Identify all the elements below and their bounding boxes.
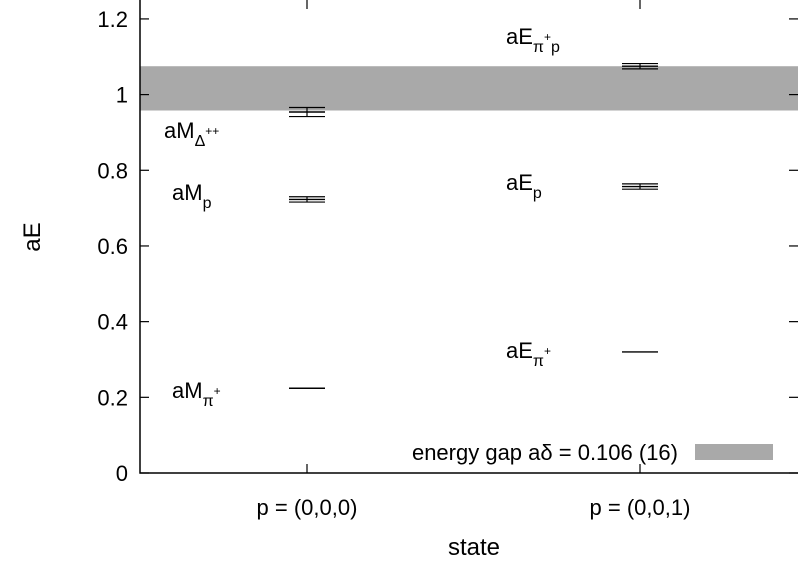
y-tick-label: 0.8 xyxy=(97,158,128,183)
y-tick-label: 1.2 xyxy=(97,7,128,32)
legend-text: energy gap aδ = 0.106 (16) xyxy=(412,440,678,465)
point-label: aEπ+ xyxy=(506,338,551,370)
plot-frame xyxy=(139,0,798,474)
point-label: aMp xyxy=(172,180,212,212)
y-tick-label: 0.6 xyxy=(97,234,128,259)
x-tick-label: p = (0,0,1) xyxy=(590,495,691,520)
y-tick-label: 0.2 xyxy=(97,385,128,410)
x-axis-title: state xyxy=(448,534,500,561)
legend-swatch xyxy=(695,444,773,460)
x-tick-label: p = (0,0,0) xyxy=(257,495,358,520)
data-point xyxy=(622,183,658,190)
data-point xyxy=(289,106,325,118)
y-tick-label: 0.4 xyxy=(97,310,128,335)
y-tick-label: 0 xyxy=(116,461,128,486)
point-label: aMπ+ xyxy=(172,378,221,410)
point-label: aMΔ++ xyxy=(164,118,219,150)
y-tick-label: 1 xyxy=(116,83,128,108)
energy-gap-band xyxy=(140,66,798,111)
data-point xyxy=(622,62,658,70)
point-label: aEp xyxy=(506,170,542,202)
point-label: aEπ+p xyxy=(506,24,560,56)
data-point xyxy=(289,196,325,203)
y-axis-title: aE xyxy=(19,222,46,251)
